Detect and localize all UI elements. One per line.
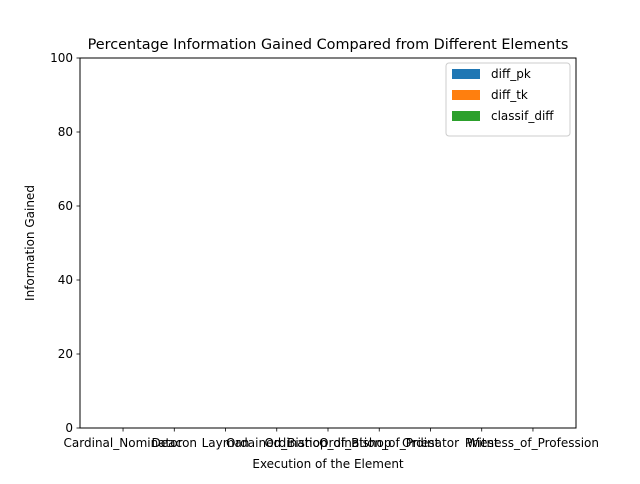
x-tick-label: Ordained_Bishop <box>226 436 327 450</box>
y-axis-label: Information Gained <box>23 185 37 301</box>
x-tick-label: Ordination_of_Priest <box>319 436 440 450</box>
chart-title: Percentage Information Gained Compared f… <box>88 37 569 53</box>
x-tick-label: Ordination_of_Bishop <box>264 436 391 450</box>
x-tick-label: Deacon <box>152 436 198 450</box>
y-axis: 0 20 40 60 80 100 <box>50 51 80 435</box>
x-tick-label: Priest <box>465 436 499 450</box>
legend-label: diff_tk <box>491 88 528 102</box>
y-tick-label: 40 <box>58 273 73 287</box>
legend-swatch <box>452 69 480 79</box>
x-tick-label: Ordinator <box>402 436 459 450</box>
y-tick-label: 60 <box>58 199 73 213</box>
plot-frame <box>79 57 577 429</box>
legend: diff_pk diff_tk classif_diff <box>445 62 571 137</box>
y-tick-label: 80 <box>58 125 73 139</box>
y-tick-label: 100 <box>50 51 73 65</box>
legend-swatch <box>452 90 480 100</box>
x-tick-label: Witness_of_Profession <box>467 436 599 450</box>
legend-label: classif_diff <box>491 109 554 123</box>
legend-swatch <box>452 111 480 121</box>
legend-label: diff_pk <box>491 67 531 81</box>
x-tick-label: Layman <box>202 436 250 450</box>
y-tick-label: 0 <box>65 421 73 435</box>
x-tick-label: Cardinal_Nominator <box>64 436 183 450</box>
y-tick-label: 20 <box>58 347 73 361</box>
x-axis-label: Execution of the Element <box>252 457 404 471</box>
